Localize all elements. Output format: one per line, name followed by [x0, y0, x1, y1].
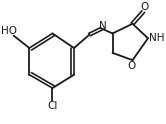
- Text: O: O: [140, 2, 148, 12]
- Text: NH: NH: [149, 33, 164, 43]
- Text: Cl: Cl: [47, 101, 58, 111]
- Text: O: O: [127, 61, 135, 71]
- Text: HO: HO: [0, 26, 17, 36]
- Text: N: N: [99, 21, 106, 31]
